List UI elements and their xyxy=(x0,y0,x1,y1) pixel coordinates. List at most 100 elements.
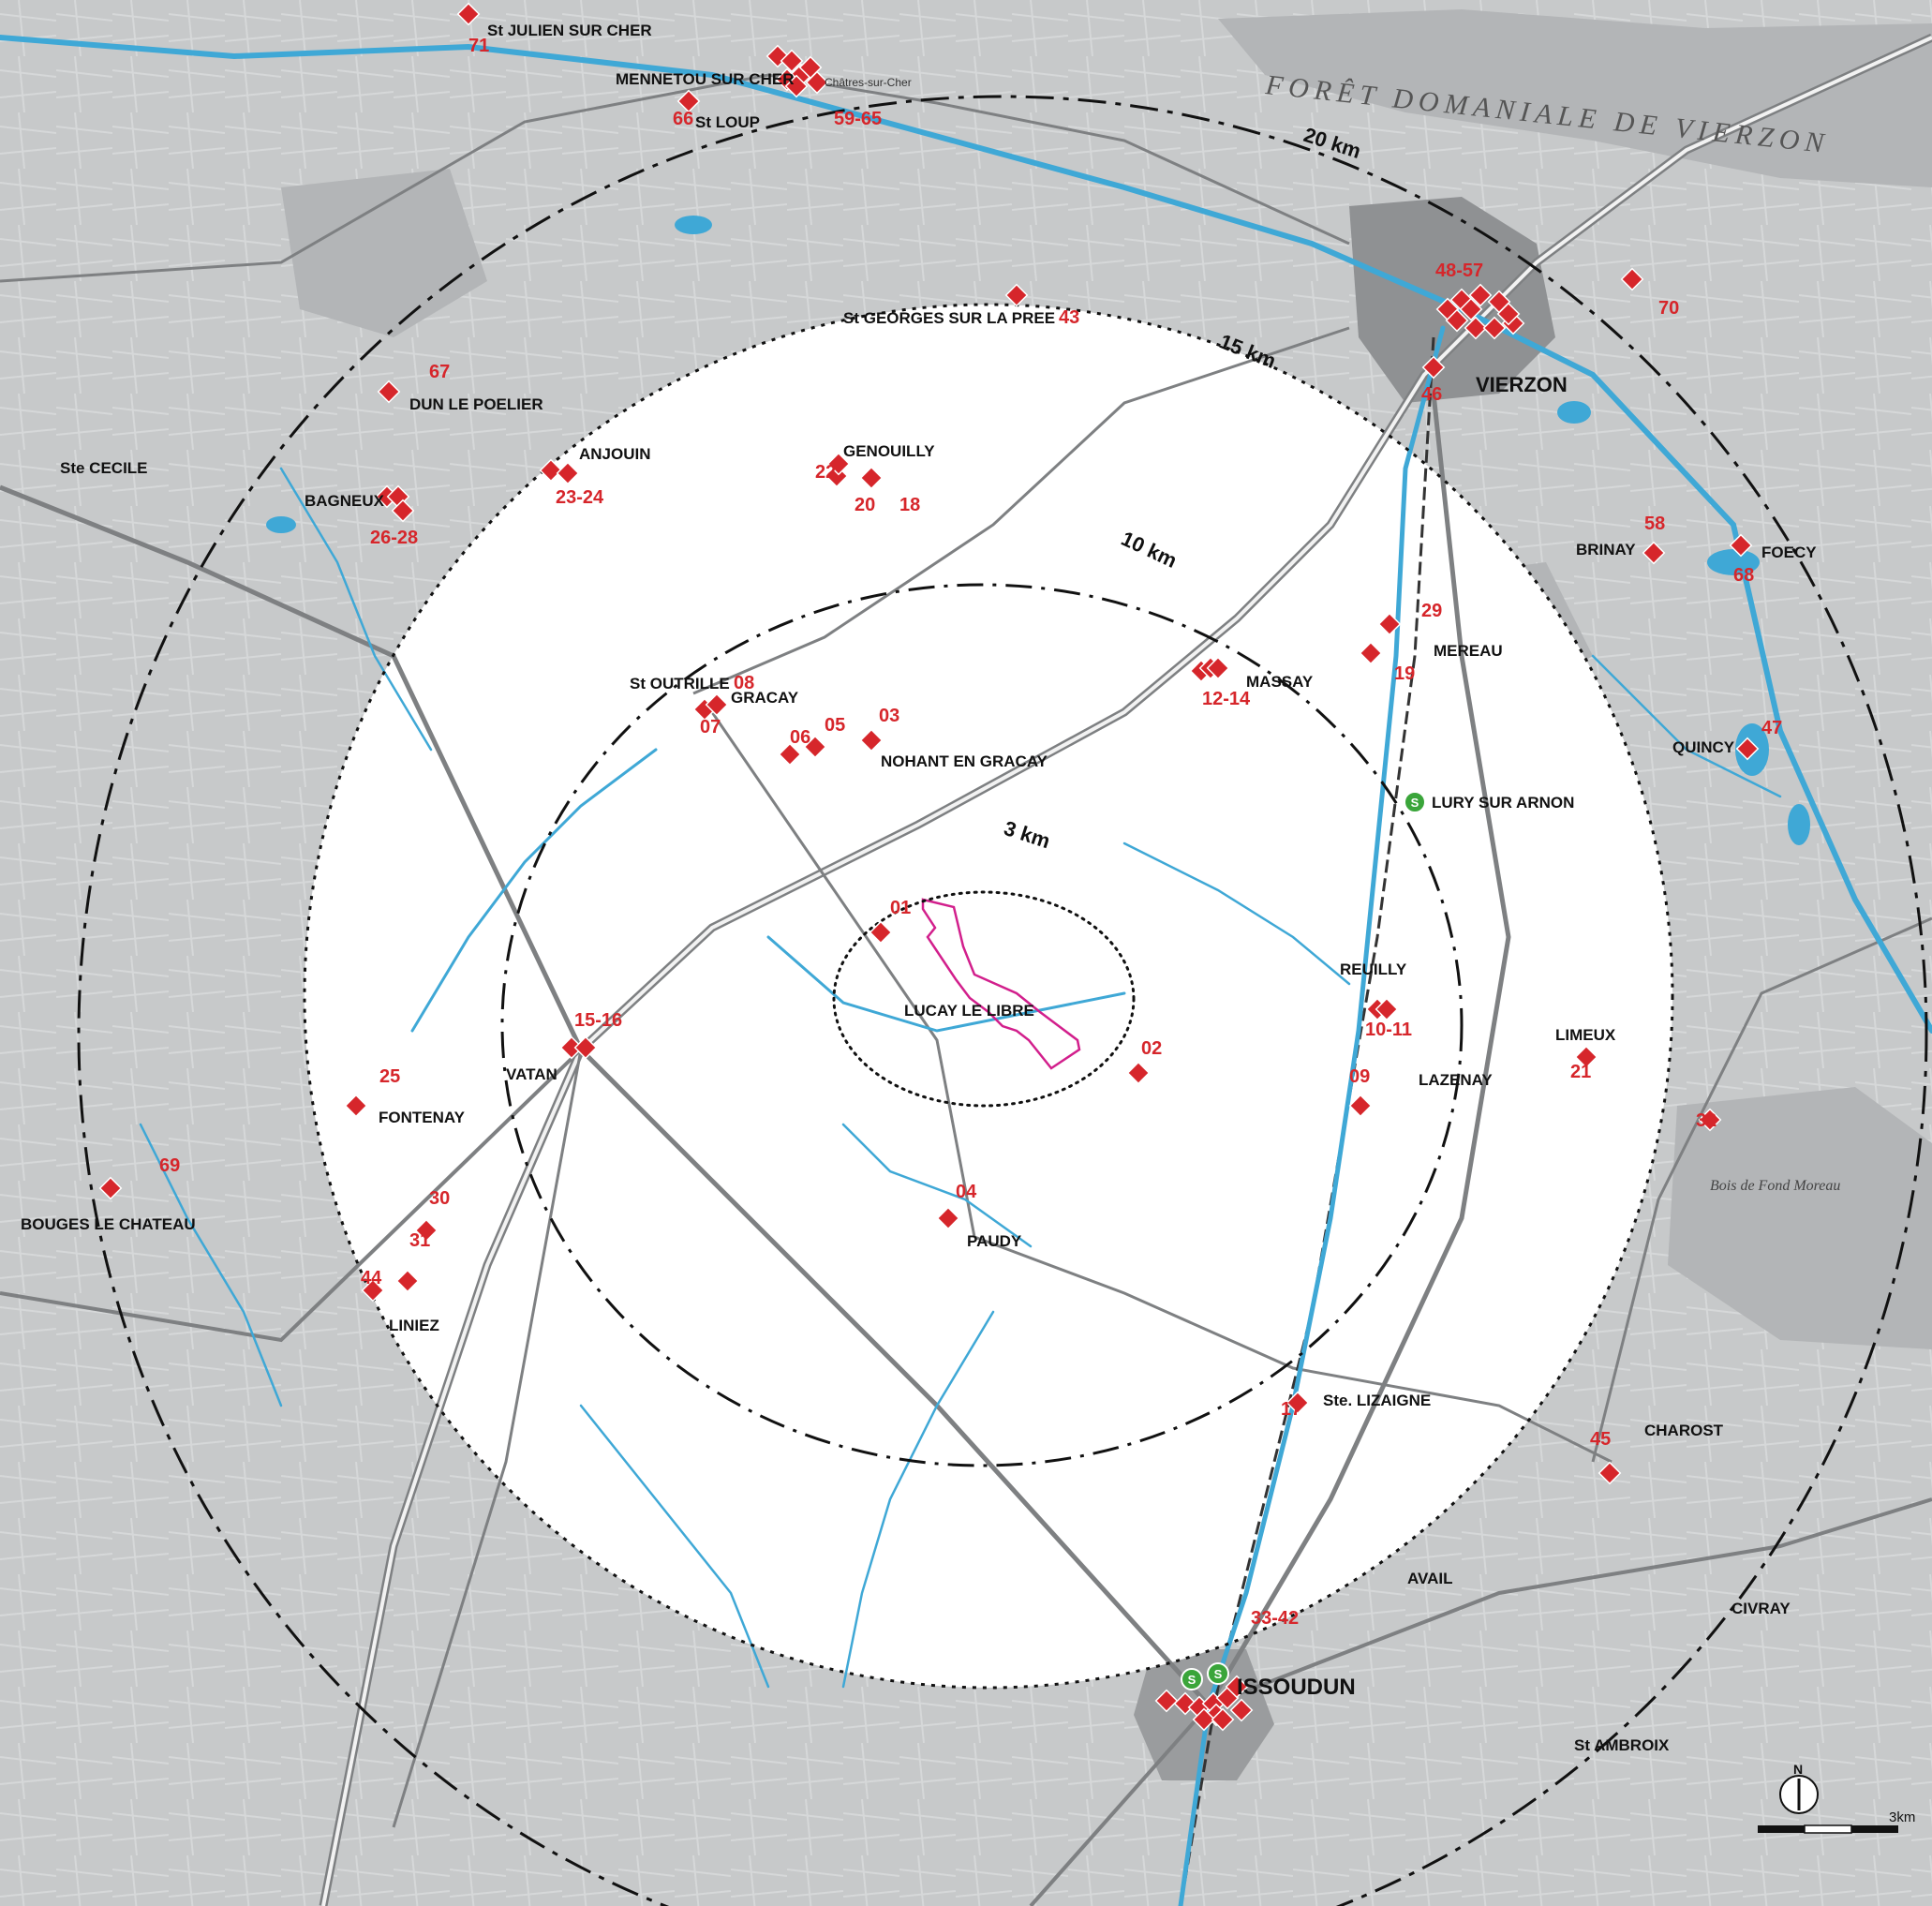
site-label-25: 25 xyxy=(379,1066,400,1087)
town-issoudun: ISSOUDUN xyxy=(1237,1675,1356,1700)
town-foecy: FOECY xyxy=(1761,544,1817,561)
svg-text:S: S xyxy=(1411,796,1419,810)
ring-10km xyxy=(500,583,1464,1467)
site-marker xyxy=(778,742,802,767)
site-label-32: 32 xyxy=(1696,1110,1717,1131)
site-marker xyxy=(377,380,401,404)
bois-label: Bois de Fond Moreau xyxy=(1710,1178,1840,1194)
site-marker xyxy=(395,1269,420,1293)
town-bagneux: BAGNEUX xyxy=(305,492,385,510)
site-marker xyxy=(1421,355,1446,380)
site-marker xyxy=(1348,1094,1373,1118)
svg-text:S: S xyxy=(1188,1673,1196,1687)
site-label-03: 03 xyxy=(879,706,899,726)
site-label-71: 71 xyxy=(468,36,489,56)
site-marker xyxy=(344,1094,368,1118)
site-marker xyxy=(98,1176,123,1200)
town-avail: AVAIL xyxy=(1407,1570,1452,1587)
site-label-23-24: 23-24 xyxy=(556,487,604,508)
site-marker xyxy=(1698,1108,1722,1132)
site-marker xyxy=(1004,283,1029,307)
town-st-georges: St GEORGES SUR LA PREE xyxy=(843,309,1055,327)
site-marker xyxy=(1729,533,1753,558)
svg-text:3km: 3km xyxy=(1889,1809,1915,1825)
town-st-loup: St LOUP xyxy=(695,113,760,131)
site-label-06: 06 xyxy=(790,727,810,748)
north-arrow: N xyxy=(1779,1762,1819,1814)
town-quincy: QUINCY xyxy=(1672,738,1735,756)
site-label-02: 02 xyxy=(1141,1038,1162,1059)
town-mereau: MEREAU xyxy=(1434,642,1503,660)
town-genouilly: GENOUILLY xyxy=(843,442,935,460)
site-label-44: 44 xyxy=(361,1268,382,1288)
svg-text:S: S xyxy=(1214,1667,1223,1681)
town-limeux: LIMEUX xyxy=(1555,1026,1616,1044)
site-marker xyxy=(1225,1675,1249,1699)
town-lazenay: LAZENAY xyxy=(1419,1071,1493,1089)
site-marker xyxy=(1464,316,1488,340)
town-st-ambroix: St AMBROIX xyxy=(1574,1736,1670,1754)
site-marker xyxy=(1375,997,1399,1021)
site-marker xyxy=(859,728,884,752)
site-label-19: 19 xyxy=(1394,663,1415,684)
site-marker xyxy=(1496,302,1521,326)
site-label-59-65: 59-65 xyxy=(834,109,882,129)
site-label-45: 45 xyxy=(1590,1429,1611,1450)
town-vierzon: VIERZON xyxy=(1476,373,1568,396)
town-linez: LINIEZ xyxy=(389,1317,439,1334)
inner-zone-fill xyxy=(305,305,1672,1688)
rivers xyxy=(0,35,1932,1906)
site-marker xyxy=(676,89,701,113)
town-brinay: BRINAY xyxy=(1576,541,1636,558)
site-marker xyxy=(1229,1698,1254,1722)
town-ste-cecile: Ste CECILE xyxy=(60,459,148,477)
site-label-17: 17 xyxy=(1281,1399,1301,1420)
site-marker xyxy=(1206,656,1230,680)
site-marker xyxy=(1642,541,1666,565)
town-gracay: GRACAY xyxy=(731,689,799,707)
station-issoudun-2: S xyxy=(1207,1662,1229,1685)
town-nohant: NOHANT EN GRACAY xyxy=(881,752,1048,770)
town-st-julien: St JULIEN SUR CHER xyxy=(487,22,652,39)
site-marker xyxy=(936,1206,960,1230)
town-lucay: LUCAY LE LIBRE xyxy=(904,1002,1034,1020)
site-label-10-11: 10-11 xyxy=(1365,1020,1412,1040)
ring-3km xyxy=(832,890,1136,1108)
site-label-67: 67 xyxy=(429,362,450,382)
site-marker xyxy=(414,1218,438,1243)
site-marker xyxy=(391,499,415,523)
site-marker xyxy=(784,74,809,98)
site-marker xyxy=(780,49,804,73)
site-label-29: 29 xyxy=(1421,601,1442,621)
site-label-20: 20 xyxy=(855,495,875,515)
site-label-69: 69 xyxy=(159,1155,180,1176)
site-marker xyxy=(705,692,729,717)
town-chatres: Châtres-sur-Cher xyxy=(825,76,912,89)
site-label-22: 22 xyxy=(815,462,836,483)
site-marker xyxy=(1154,1689,1179,1713)
site-marker xyxy=(573,1035,598,1060)
site-label-01: 01 xyxy=(890,898,911,918)
town-ste-lizaigne: Ste. LIZAIGNE xyxy=(1323,1392,1431,1409)
site-label-33-42: 33-42 xyxy=(1251,1608,1299,1629)
site-marker xyxy=(1286,1391,1310,1415)
site-marker xyxy=(456,2,481,26)
town-civray: CIVRAY xyxy=(1731,1600,1791,1617)
site-marker xyxy=(361,1278,385,1303)
site-label-30: 30 xyxy=(429,1188,450,1209)
site-label-31: 31 xyxy=(409,1230,430,1251)
town-anjouin: ANJOUIN xyxy=(579,445,651,463)
roads xyxy=(0,33,1932,1906)
site-marker xyxy=(1598,1461,1622,1485)
town-fontenay: FONTENAY xyxy=(379,1109,466,1126)
town-st-outrille: St OUTRILLE xyxy=(630,675,730,692)
town-lury: LURY SUR ARNON xyxy=(1432,794,1574,812)
town-vatan: VATAN xyxy=(506,1065,557,1083)
site-label-04: 04 xyxy=(956,1182,977,1202)
site-label-66: 66 xyxy=(673,109,693,129)
site-marker xyxy=(1192,1707,1216,1732)
site-label-15-16: 15-16 xyxy=(574,1010,622,1031)
ring-20km xyxy=(77,95,1928,1906)
ring-15km xyxy=(303,303,1674,1690)
